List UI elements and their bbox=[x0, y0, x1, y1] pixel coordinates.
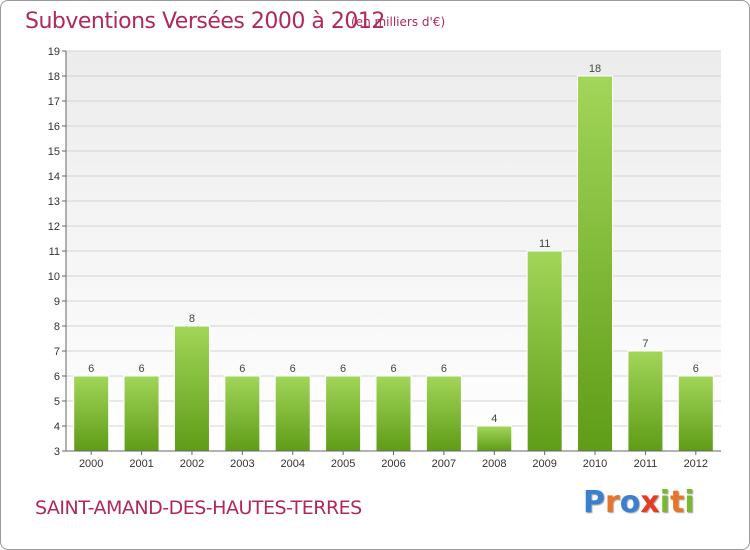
x-tick-label: 2011 bbox=[634, 458, 658, 470]
y-tick-label: 15 bbox=[48, 146, 60, 158]
bar-2005 bbox=[325, 375, 362, 452]
logo-letter: i bbox=[659, 485, 671, 520]
data-label: 11 bbox=[539, 238, 550, 250]
bar-2008 bbox=[476, 425, 513, 452]
y-tick-label: 6 bbox=[54, 371, 60, 383]
data-label: 6 bbox=[390, 363, 396, 375]
bar-2006 bbox=[375, 375, 412, 452]
x-tick-label: 2006 bbox=[381, 458, 405, 470]
x-tick-label: 2009 bbox=[532, 458, 556, 470]
y-tick-label: 4 bbox=[54, 421, 60, 433]
bar-2007 bbox=[425, 375, 462, 452]
x-tick-label: 2002 bbox=[180, 458, 204, 470]
y-tick-label: 12 bbox=[48, 221, 60, 233]
y-tick-label: 18 bbox=[48, 71, 60, 83]
y-tick-label: 17 bbox=[48, 96, 60, 108]
x-tick-label: 2007 bbox=[432, 458, 456, 470]
bar-2011 bbox=[627, 350, 664, 452]
y-tick-label: 13 bbox=[48, 196, 60, 208]
x-tick-label: 2004 bbox=[280, 458, 304, 470]
logo-letter: o bbox=[619, 485, 641, 520]
bar-2002 bbox=[173, 325, 210, 452]
bar-2012 bbox=[677, 375, 714, 452]
logo-letter: r bbox=[605, 485, 620, 520]
x-tick-label: 2001 bbox=[129, 458, 153, 470]
data-label: 8 bbox=[189, 313, 195, 325]
y-tick-label: 10 bbox=[48, 271, 60, 283]
data-label: 6 bbox=[239, 363, 245, 375]
logo-letter: P bbox=[583, 485, 605, 520]
y-tick-label: 3 bbox=[54, 446, 60, 458]
data-label: 6 bbox=[88, 363, 94, 375]
bar-2009 bbox=[526, 250, 563, 452]
y-tick-label: 7 bbox=[54, 346, 60, 358]
x-tick-label: 2000 bbox=[79, 458, 103, 470]
y-tick-label: 19 bbox=[48, 46, 60, 58]
bar-2003 bbox=[224, 375, 261, 452]
y-tick-label: 5 bbox=[54, 396, 60, 408]
logo-letter: x bbox=[640, 485, 660, 520]
x-tick-label: 2008 bbox=[482, 458, 506, 470]
y-tick-label: 16 bbox=[48, 121, 60, 133]
y-tick-label: 14 bbox=[48, 171, 60, 183]
x-tick-label: 2012 bbox=[684, 458, 708, 470]
commune-name: SAINT-AMAND-DES-HAUTES-TERRES bbox=[35, 497, 362, 519]
y-tick-label: 8 bbox=[54, 321, 60, 333]
bar-2004 bbox=[274, 375, 311, 452]
data-label: 6 bbox=[139, 363, 145, 375]
data-label: 6 bbox=[290, 363, 296, 375]
data-label: 6 bbox=[340, 363, 346, 375]
bar-2010 bbox=[577, 75, 614, 452]
data-label: 6 bbox=[441, 363, 447, 375]
data-label: 6 bbox=[693, 363, 699, 375]
chart-subtitle: (en milliers d'€) bbox=[351, 15, 446, 29]
chart-title: Subventions Versées 2000 à 2012 bbox=[25, 9, 385, 34]
logo-letter: t bbox=[670, 485, 685, 520]
data-label: 4 bbox=[491, 413, 497, 425]
x-tick-label: 2010 bbox=[583, 458, 607, 470]
bar-2001 bbox=[123, 375, 160, 452]
data-label: 7 bbox=[642, 338, 648, 350]
y-tick-label: 9 bbox=[54, 296, 60, 308]
y-tick-label: 11 bbox=[49, 246, 60, 258]
x-tick-label: 2003 bbox=[230, 458, 254, 470]
bar-2000 bbox=[73, 375, 110, 452]
data-label: 18 bbox=[589, 63, 601, 75]
x-tick-label: 2005 bbox=[331, 458, 355, 470]
logo-letter: i bbox=[684, 485, 695, 520]
proxiti-logo[interactable]: Proxiti bbox=[583, 485, 695, 520]
